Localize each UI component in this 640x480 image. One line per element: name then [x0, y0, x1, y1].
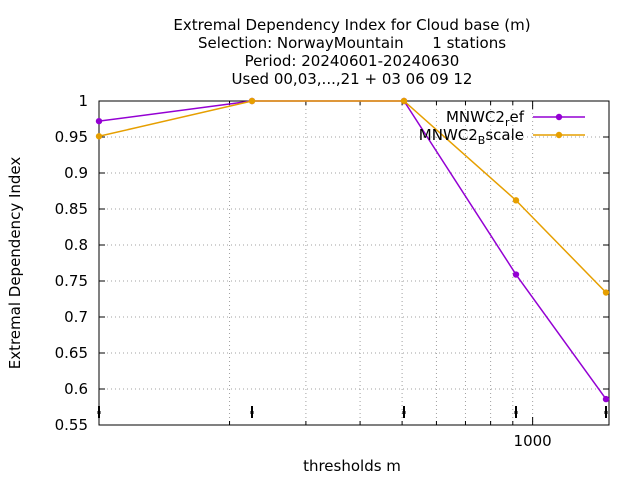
data-point — [400, 97, 408, 105]
y-tick-label: 0.6 — [64, 380, 88, 398]
series-line — [98, 100, 607, 294]
threshold-marker-dot — [402, 411, 406, 414]
title-line-2: Selection: NorwayMountain 1 stations — [198, 34, 506, 52]
y-tick-label: 0.7 — [64, 308, 88, 326]
threshold-marker-dot — [97, 411, 101, 414]
legend-marker — [555, 131, 563, 139]
data-point — [512, 197, 520, 204]
data-point — [248, 97, 256, 105]
series-line — [98, 100, 607, 400]
threshold-marker-dot — [604, 411, 608, 414]
data-point — [95, 133, 103, 140]
title-line-3: Period: 20240601-20240630 — [245, 52, 460, 70]
y-tick-label: 1 — [78, 92, 88, 110]
y-tick-label: 0.65 — [55, 344, 88, 362]
axis-ticks: 0.55 0.6 0.65 0.7 0.75 0.8 0.85 0.9 0.95 1 1000 — [55, 92, 609, 450]
y-tick-label: 0.9 — [64, 164, 88, 182]
title-line-4: Used 00,03,...,21 + 03 06 09 12 — [232, 70, 473, 88]
legend-label: MNWC2ref — [446, 108, 525, 129]
threshold-marker-dot — [250, 411, 254, 414]
data-point — [602, 289, 610, 296]
y-tick-label: 0.55 — [55, 416, 88, 434]
legend-marker — [555, 113, 563, 121]
x-axis-label: thresholds m — [303, 457, 401, 475]
y-axis-label: Extremal Dependency Index — [6, 157, 24, 370]
x-tick-label: 1000 — [514, 432, 552, 450]
data-point — [95, 117, 103, 125]
grid — [99, 101, 609, 425]
chart-title: Extremal Dependency Index for Cloud base… — [173, 16, 530, 88]
series-layer — [95, 97, 610, 403]
y-tick-label: 0.8 — [64, 236, 88, 254]
y-tick-label: 0.95 — [55, 128, 88, 146]
legend-label: MNWC2Bscale — [419, 126, 524, 147]
data-point — [512, 271, 520, 278]
threshold-marker-dot — [514, 411, 518, 414]
y-tick-label: 0.85 — [55, 200, 88, 218]
data-point — [602, 395, 610, 403]
y-tick-label: 0.75 — [55, 272, 88, 290]
title-line-1: Extremal Dependency Index for Cloud base… — [173, 16, 530, 34]
